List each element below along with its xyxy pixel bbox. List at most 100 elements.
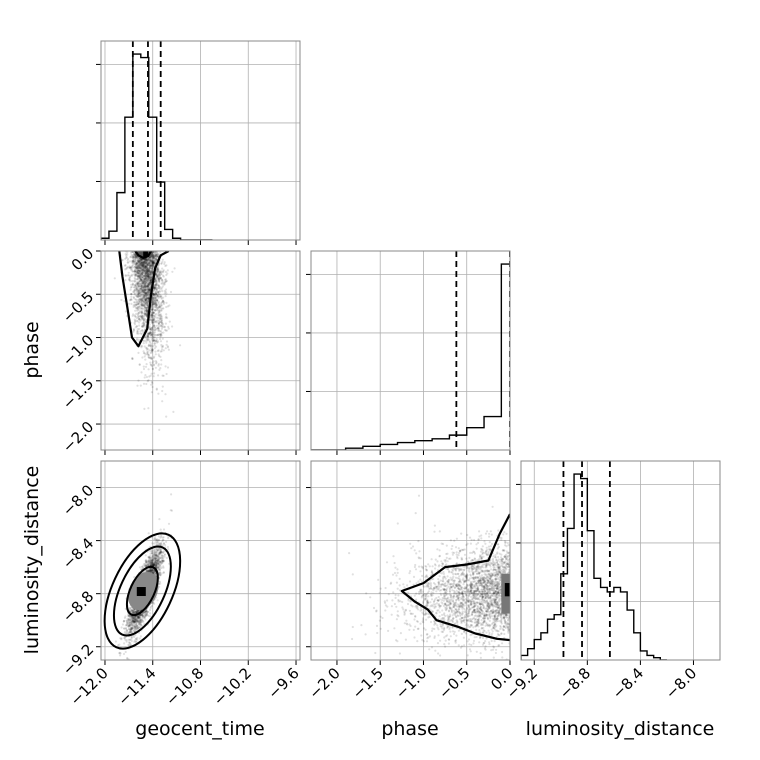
scatter-point <box>144 260 147 263</box>
scatter-point <box>141 279 144 282</box>
scatter-point <box>154 572 157 575</box>
scatter-point <box>139 310 142 313</box>
scatter-point <box>143 289 146 292</box>
scatter-point <box>149 264 152 267</box>
scatter-point <box>154 573 157 576</box>
scatter-point <box>134 270 137 273</box>
scatter-point <box>145 307 148 310</box>
scatter-point <box>134 284 137 287</box>
scatter-point <box>145 561 148 565</box>
scatter-point <box>154 339 157 342</box>
scatter-point <box>155 563 158 566</box>
scatter-point <box>144 611 147 614</box>
scatter-point <box>137 306 141 309</box>
scatter-point <box>147 275 150 278</box>
scatter-point <box>153 294 156 297</box>
scatter-point <box>151 273 154 276</box>
scatter-point <box>156 599 159 602</box>
scatter-point <box>154 561 157 565</box>
scatter-point <box>137 351 140 354</box>
scatter-point <box>152 571 155 575</box>
scatter-point <box>144 267 147 271</box>
scatter-point <box>143 376 146 379</box>
scatter-point <box>143 291 146 294</box>
scatter-point <box>155 255 158 258</box>
scatter-point <box>144 286 147 289</box>
scatter-point <box>133 260 136 263</box>
scatter-point <box>129 251 133 254</box>
scatter-point <box>142 350 145 353</box>
scatter-point <box>145 291 148 295</box>
scatter-point <box>135 640 138 644</box>
scatter-point <box>163 289 166 292</box>
scatter-point <box>145 271 148 274</box>
scatter-point <box>155 269 158 273</box>
scatter-point <box>148 569 151 573</box>
scatter-point <box>160 315 163 318</box>
scatter-point <box>135 325 138 328</box>
scatter-point <box>143 280 146 283</box>
scatter-point <box>141 281 144 284</box>
scatter-point <box>139 288 142 291</box>
scatter-point <box>139 297 142 301</box>
scatter-point <box>144 258 147 261</box>
scatter-point <box>133 625 137 628</box>
scatter-point <box>148 332 151 335</box>
scatter-point <box>135 610 138 613</box>
scatter-point <box>139 266 142 269</box>
scatter-point <box>136 288 139 291</box>
scatter-point <box>153 570 156 574</box>
scatter-point <box>170 493 173 496</box>
scatter-point <box>138 259 141 262</box>
scatter-point <box>148 262 151 265</box>
scatter-point <box>133 253 136 256</box>
scatter-point <box>144 262 147 265</box>
scatter-point <box>152 339 155 342</box>
scatter-point <box>150 342 153 345</box>
scatter-point <box>151 260 154 264</box>
scatter-point <box>145 299 148 302</box>
scatter-point <box>157 292 160 295</box>
scatter-point <box>143 282 146 286</box>
scatter-point <box>145 268 148 271</box>
scatter-point <box>159 317 162 320</box>
scatter-point <box>137 271 141 275</box>
scatter-point <box>158 317 161 320</box>
scatter-point <box>149 262 152 265</box>
scatter-point <box>154 257 157 260</box>
scatter-point <box>139 263 142 266</box>
scatter-point <box>139 626 142 629</box>
scatter-point <box>158 279 161 282</box>
scatter-point <box>153 324 156 327</box>
scatter-point <box>162 559 165 563</box>
scatter-point <box>154 287 158 291</box>
scatter-point <box>131 357 134 360</box>
scatter-point <box>132 615 135 618</box>
scatter-point <box>143 279 146 282</box>
scatter-point <box>137 315 140 318</box>
scatter-point <box>153 305 156 309</box>
scatter-point <box>154 259 157 262</box>
scatter-point <box>152 261 155 264</box>
scatter-point <box>135 286 138 289</box>
scatter-point <box>160 543 163 546</box>
scatter-point <box>159 340 163 343</box>
scatter-point <box>144 261 147 264</box>
scatter-point <box>149 560 152 563</box>
scatter-point <box>146 268 149 271</box>
scatter-point <box>146 569 149 572</box>
scatter-point <box>136 274 139 278</box>
scatter-point <box>138 314 141 317</box>
scatter-point <box>138 269 141 272</box>
scatter-point <box>160 319 163 322</box>
scatter-point <box>149 351 152 355</box>
scatter-point <box>145 265 148 268</box>
scatter-point <box>145 306 148 309</box>
scatter-point <box>139 303 142 306</box>
scatter-point <box>149 281 152 284</box>
scatter-point <box>157 291 160 294</box>
scatter-point <box>160 542 163 545</box>
scatter-point <box>141 284 144 287</box>
scatter-point <box>134 265 137 268</box>
scatter-point <box>151 382 154 385</box>
